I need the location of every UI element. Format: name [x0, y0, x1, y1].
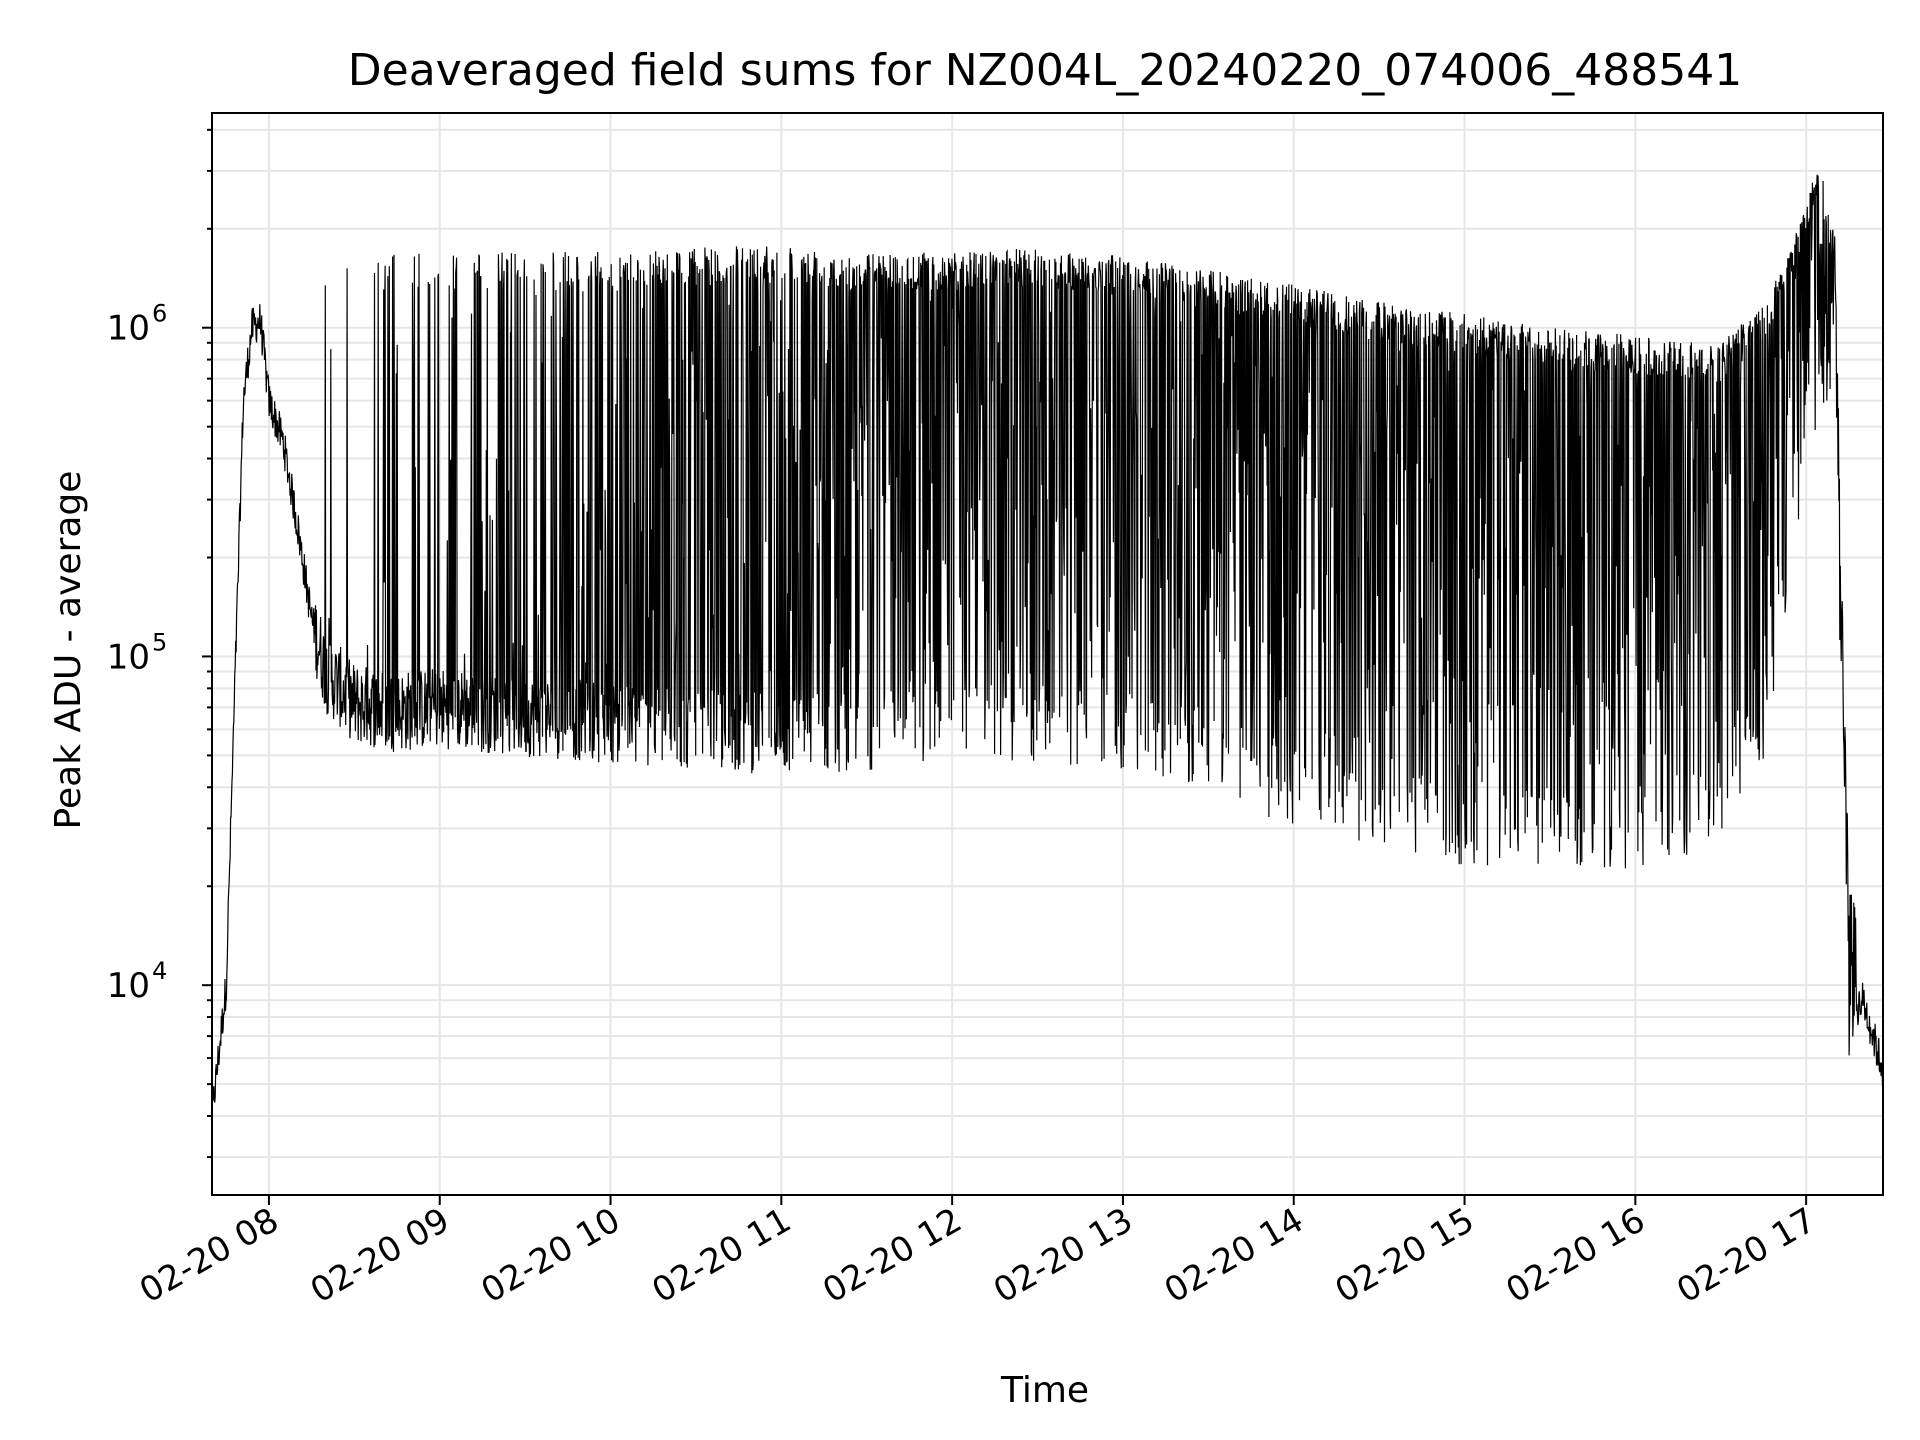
- y-tick-label-exponent: 4: [152, 957, 167, 985]
- data-layer: [212, 174, 1883, 1124]
- y-tick-label: 10: [107, 637, 150, 677]
- x-axis-label: Time: [1000, 1370, 1089, 1411]
- y-axis-label: Peak ADU - average: [48, 471, 89, 830]
- y-tick-label: 10: [107, 309, 150, 349]
- y-tick-label-exponent: 5: [152, 628, 167, 656]
- chart-title: Deaveraged field sums for NZ004L_2024022…: [348, 45, 1742, 96]
- y-tick-label: 10: [107, 966, 150, 1006]
- y-tick-label-exponent: 6: [152, 300, 167, 328]
- series-line: [212, 174, 1883, 1124]
- plot-frame: [211, 112, 1884, 1196]
